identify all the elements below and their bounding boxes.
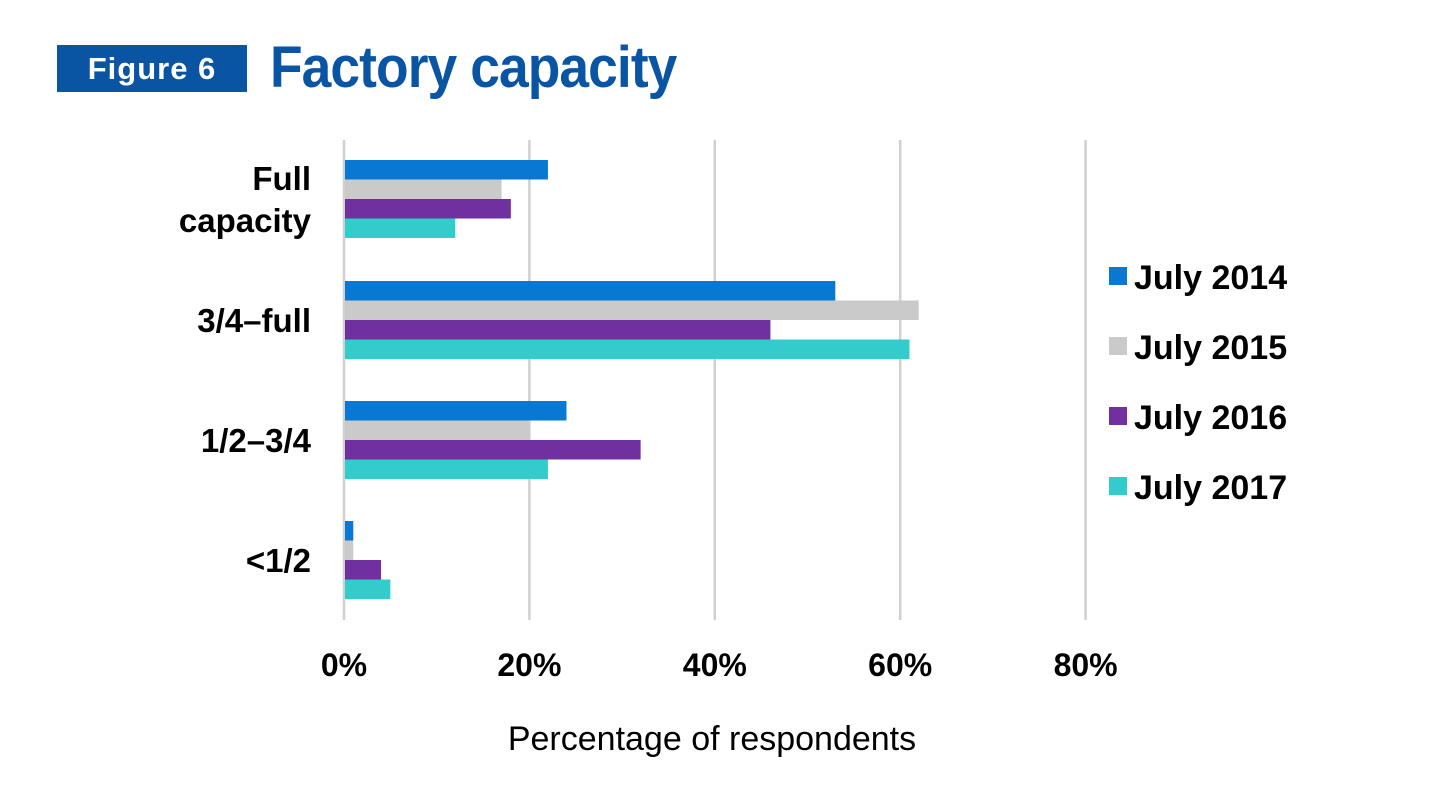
bar — [345, 579, 391, 599]
x-tick-label: 80% — [1054, 647, 1118, 683]
legend: July 2014 July 2015 July 2016 July 2017 — [1109, 259, 1287, 507]
bar — [345, 179, 502, 199]
legend-swatch — [1109, 477, 1127, 495]
category-labels: Full capacity 3/4–full 1/2–3/4 <1/2 — [179, 160, 312, 579]
x-axis-title: Percentage of respondents — [508, 720, 916, 758]
x-tick-label: 0% — [321, 647, 367, 683]
x-tick-label: 60% — [868, 647, 932, 683]
legend-label: July 2014 — [1134, 259, 1287, 297]
gridlines — [342, 140, 1087, 620]
bar — [345, 440, 641, 460]
bar — [345, 540, 354, 560]
x-tick-label: 40% — [683, 647, 747, 683]
category-label: <1/2 — [246, 542, 311, 579]
chart-title: Factory capacity — [270, 35, 677, 100]
bar — [345, 339, 910, 359]
bar — [345, 420, 530, 440]
bar — [345, 320, 771, 340]
legend-swatch — [1109, 267, 1127, 285]
bar — [345, 300, 919, 320]
legend-label: July 2015 — [1134, 329, 1287, 367]
category-label: 1/2–3/4 — [201, 422, 312, 459]
x-tick-labels: 0% 20% 40% 60% 80% — [321, 647, 1118, 683]
bar — [345, 199, 511, 219]
bar — [345, 521, 354, 541]
legend-label: July 2016 — [1134, 399, 1287, 437]
bar — [345, 459, 548, 479]
figure-badge: Figure 6 — [57, 45, 247, 92]
legend-label: July 2017 — [1134, 469, 1287, 507]
category-label: 3/4–full — [197, 302, 311, 339]
bar — [345, 218, 456, 238]
x-tick-label: 20% — [497, 647, 561, 683]
bar — [345, 281, 836, 301]
bar — [345, 401, 567, 421]
legend-swatch — [1109, 407, 1127, 425]
category-label: Full capacity — [179, 160, 312, 239]
bar — [345, 560, 382, 580]
bars — [345, 160, 919, 599]
legend-swatch — [1109, 337, 1127, 355]
bar — [345, 160, 548, 180]
